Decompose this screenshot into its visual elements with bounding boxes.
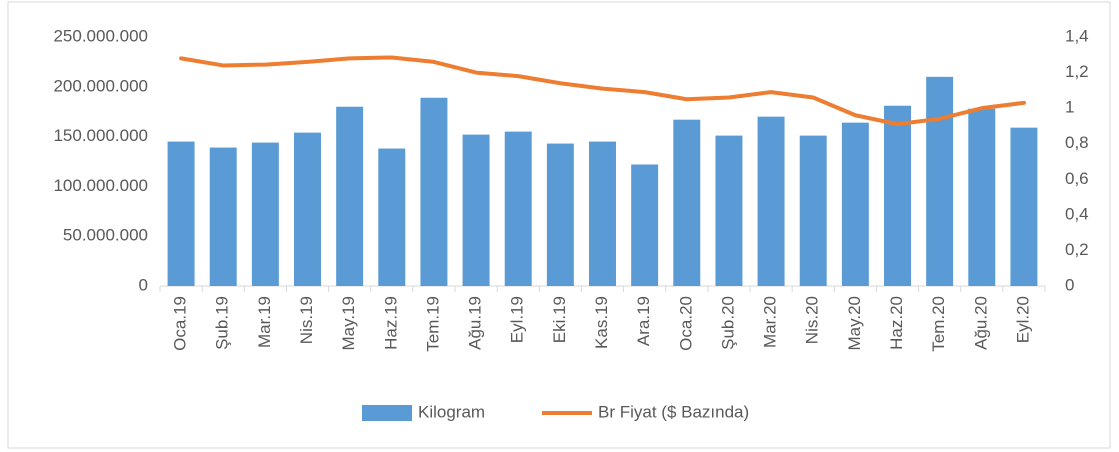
y2-tick-label: 0,8	[1065, 133, 1089, 152]
x-tick-label: Oca.19	[171, 296, 190, 351]
x-tick-label: Tem.20	[929, 296, 948, 352]
y2-tick-label: 0,2	[1065, 240, 1089, 259]
bar	[884, 105, 911, 286]
bar	[589, 141, 616, 286]
bar	[757, 116, 785, 287]
bar	[420, 97, 448, 286]
y-tick-label: 150.000.000	[53, 126, 148, 145]
bar	[294, 132, 321, 286]
x-tick-label: Mar.20	[761, 296, 780, 348]
x-tick-label: Eyl.20	[1013, 296, 1032, 343]
bar	[673, 119, 701, 286]
x-tick-label: Eyl.19	[508, 296, 527, 343]
bar	[209, 147, 237, 286]
y2-tick-label: 1	[1065, 98, 1074, 117]
x-tick-label: Ağu.19	[466, 296, 485, 350]
x-tick-label: May.20	[845, 296, 864, 351]
bar	[715, 135, 743, 286]
y2-tick-label: 1,4	[1065, 26, 1089, 45]
y2-tick-label: 0,6	[1065, 169, 1089, 188]
x-tick-label: Haz.19	[381, 296, 400, 350]
bar	[504, 131, 532, 286]
x-tick-label: Kas.19	[592, 296, 611, 349]
x-tick-label: Oca.20	[676, 296, 695, 351]
x-tick-label: Şub.20	[718, 296, 737, 350]
y-tick-label: 200.000.000	[53, 76, 148, 95]
bar	[251, 142, 279, 286]
x-tick-label: Mar.19	[255, 296, 274, 348]
y-tick-label: 250.000.000	[53, 26, 148, 45]
bar	[841, 122, 869, 286]
x-tick-label: Haz.20	[887, 296, 906, 350]
bar	[378, 148, 406, 286]
legend-label: Kilogram	[418, 402, 485, 421]
x-tick-label: Nis.19	[297, 296, 316, 344]
bar	[462, 134, 490, 286]
bar	[968, 108, 996, 286]
y-tick-label: 50.000.000	[63, 226, 148, 245]
bar	[926, 76, 954, 286]
bar	[1010, 127, 1038, 286]
legend-label: Br Fiyat ($ Bazında)	[598, 402, 749, 421]
x-tick-label: Şub.19	[213, 296, 232, 350]
x-tick-label: Ara.19	[634, 296, 653, 346]
legend-swatch	[362, 405, 412, 421]
bar	[631, 164, 659, 286]
bar	[546, 143, 574, 286]
bar	[336, 106, 364, 286]
x-tick-label: May.19	[339, 296, 358, 351]
y-tick-label: 100.000.000	[53, 176, 148, 195]
y-tick-label: 0	[139, 275, 148, 294]
y2-tick-label: 0,4	[1065, 204, 1089, 223]
y2-tick-label: 1,2	[1065, 62, 1089, 81]
x-tick-label: Ağu.20	[971, 296, 990, 350]
y2-tick-label: 0	[1065, 275, 1074, 294]
x-tick-label: Nis.20	[803, 296, 822, 344]
bar	[167, 141, 195, 286]
bar	[799, 135, 827, 286]
x-tick-label: Eki.19	[550, 296, 569, 343]
line	[179, 55, 1026, 127]
x-tick-label: Tem.19	[423, 296, 442, 352]
